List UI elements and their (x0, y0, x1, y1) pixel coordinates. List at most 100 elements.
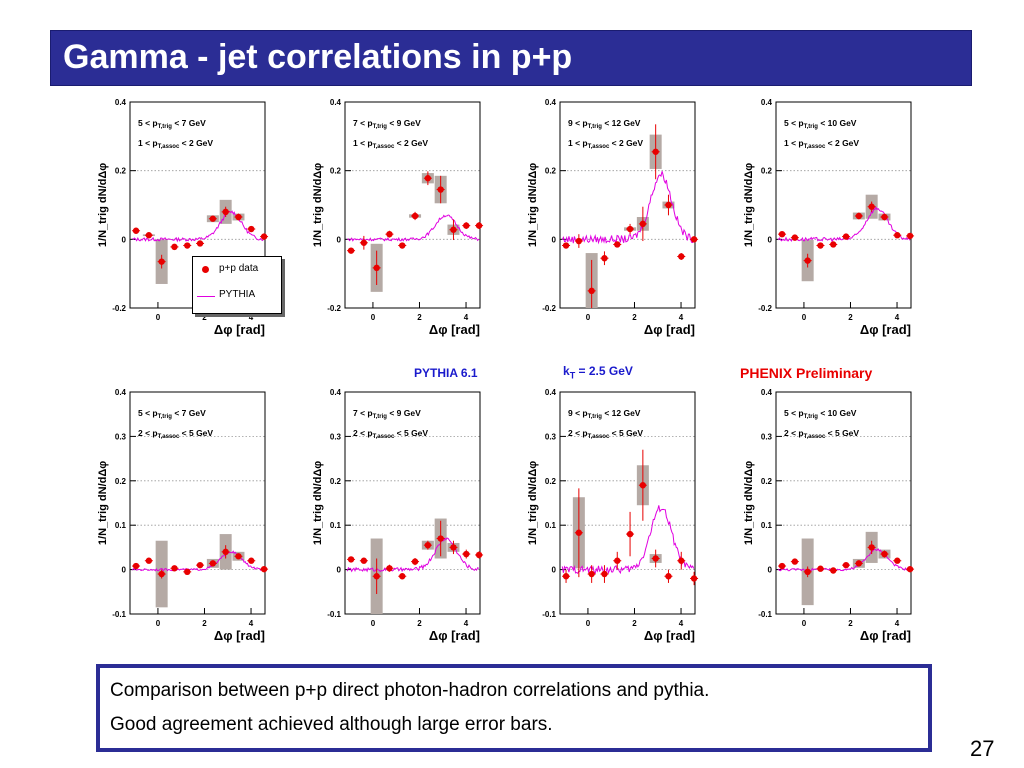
y-tick-label: 0 (337, 566, 342, 575)
slide-title: Gamma - jet correlations in p+p (63, 38, 573, 76)
data-point (562, 573, 570, 580)
data-point (690, 575, 698, 582)
y-axis-label: 1/N_trig dN/dΔφ (527, 461, 539, 545)
data-point (399, 242, 406, 249)
data-point (373, 264, 380, 272)
y-tick-label: 0 (337, 235, 342, 244)
data-point (639, 482, 647, 489)
plot-frame (129, 391, 266, 615)
data-point (475, 222, 483, 229)
data-point (171, 565, 178, 572)
caption-line-1: Comparison between p+p direct photon-had… (110, 680, 710, 701)
assoc-range-label: 2 < pT,assoc < 5 GeV (784, 428, 859, 440)
y-tick-label: 0.4 (761, 388, 773, 397)
y-tick-label: 0 (552, 235, 557, 244)
x-axis-label: Δφ [rad] (860, 628, 911, 643)
plot-frame (559, 391, 696, 615)
x-tick-label: 0 (802, 313, 807, 322)
y-tick-label: 0.1 (115, 521, 127, 530)
data-point (450, 544, 457, 551)
data-point (575, 237, 583, 245)
data-point (235, 553, 242, 560)
data-point (360, 557, 368, 564)
data-point (424, 541, 432, 549)
data-point (842, 561, 850, 569)
x-axis-label: Δφ [rad] (429, 628, 480, 643)
data-point (778, 562, 786, 570)
data-point (855, 560, 863, 567)
trig-range-label: 5 < pT,trig < 7 GeV (138, 408, 206, 420)
legend-data-label: p+p data (219, 263, 259, 274)
x-tick-label: 0 (586, 619, 591, 628)
y-tick-label: 0.2 (115, 167, 127, 176)
data-point (248, 225, 255, 233)
data-point (588, 287, 595, 295)
assoc-range-label: 1 < pT,assoc < 2 GeV (138, 138, 213, 150)
assoc-range-label: 1 < pT,assoc < 2 GeV (784, 138, 859, 150)
trig-range-label: 5 < pT,trig < 10 GeV (784, 118, 857, 130)
y-tick-label: 0.4 (545, 388, 557, 397)
data-point (778, 230, 786, 238)
y-tick-label: 0.2 (115, 477, 127, 486)
data-point (463, 222, 470, 229)
x-tick-label: 2 (848, 619, 853, 628)
data-point (450, 226, 457, 233)
assoc-range-label: 2 < pT,assoc < 5 GeV (353, 428, 428, 440)
y-tick-label: 0.1 (545, 521, 557, 530)
y-axis-label: 1/N_trig dN/dΔφ (97, 461, 109, 545)
y-tick-label: -0.2 (758, 304, 772, 313)
y-tick-label: 0.2 (545, 477, 557, 486)
y-tick-label: -0.1 (112, 610, 126, 619)
data-point (690, 236, 698, 243)
data-point (906, 565, 914, 573)
x-tick-label: 0 (156, 313, 161, 322)
y-tick-label: 0.4 (545, 98, 557, 107)
data-point (652, 555, 659, 562)
y-tick-label: 0.4 (330, 98, 342, 107)
trig-range-label: 5 < pT,trig < 7 GeV (138, 118, 206, 130)
data-point (678, 253, 685, 260)
data-point (347, 556, 355, 563)
data-point (894, 557, 901, 564)
x-axis-label: Δφ [rad] (429, 322, 480, 337)
y-tick-label: 0.3 (115, 432, 127, 441)
data-point (171, 243, 178, 251)
chart-panel: -0.1 0 0.1 0.2 0.3 0.4 0 2 4Δφ [rad] 1/N_trig dN/… (743, 388, 915, 643)
y-tick-label: 0.1 (330, 521, 342, 530)
data-point (184, 568, 191, 576)
y-tick-label: 0.3 (761, 432, 773, 441)
x-tick-label: 2 (202, 619, 207, 628)
data-point (411, 212, 419, 220)
y-tick-label: 0.2 (761, 167, 773, 176)
x-tick-label: 0 (156, 619, 161, 628)
y-axis-label: 1/N_trig dN/dΔφ (312, 461, 324, 545)
data-point (196, 240, 204, 247)
x-tick-label: 4 (464, 313, 469, 322)
chart-panel: -0.1 0 0.1 0.2 0.3 0.4 0 2 4Δφ [rad] 1/N_trig dN/… (312, 388, 484, 643)
data-point (399, 573, 406, 580)
data-point (260, 233, 268, 240)
data-point (575, 529, 583, 536)
y-axis-label: 1/N_trig dN/dΔφ (527, 163, 539, 247)
x-tick-label: 4 (679, 619, 684, 628)
y-tick-label: 0 (122, 235, 127, 244)
x-tick-label: 0 (371, 313, 376, 322)
plot-frame (559, 101, 696, 309)
legend-pythia-label: PYTHIA (219, 289, 256, 300)
pythia-curve (561, 171, 695, 245)
pythia-curve (347, 214, 480, 242)
pythia-line-icon (197, 296, 215, 297)
x-tick-label: 4 (249, 313, 254, 322)
x-tick-label: 4 (895, 313, 900, 322)
data-point (145, 557, 153, 564)
data-point (132, 227, 140, 234)
data-point (437, 186, 444, 193)
data-point (804, 257, 811, 264)
trig-range-label: 7 < pT,trig < 9 GeV (353, 118, 421, 130)
data-point (817, 242, 824, 249)
y-tick-label: 0.2 (545, 167, 557, 176)
y-tick-label: 0.2 (330, 477, 342, 486)
trig-range-label: 9 < pT,trig < 12 GeV (568, 408, 641, 420)
kt-prefix: k (563, 364, 570, 378)
